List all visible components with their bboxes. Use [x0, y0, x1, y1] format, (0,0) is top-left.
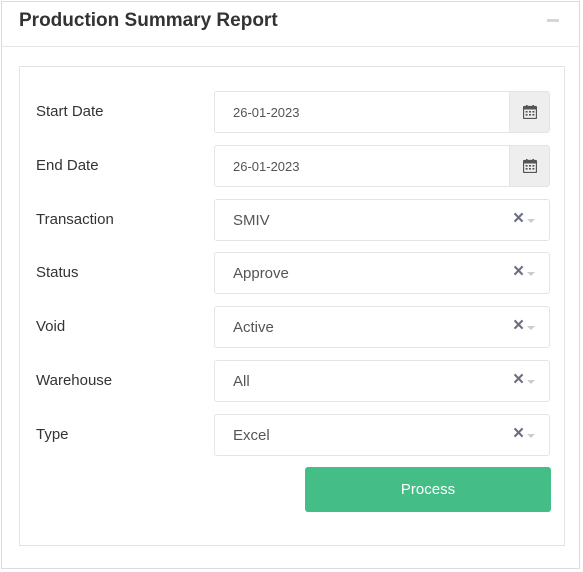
- end-date-calendar-button[interactable]: [509, 146, 549, 186]
- panel-title: Production Summary Report: [19, 10, 278, 31]
- caret-down-icon[interactable]: [527, 434, 535, 438]
- start-date-label: Start Date: [36, 103, 104, 120]
- type-label: Type: [36, 426, 69, 443]
- warehouse-value: All: [233, 373, 250, 390]
- start-date-input[interactable]: [215, 92, 510, 132]
- calendar-icon: [522, 159, 537, 173]
- close-icon[interactable]: ×: [513, 315, 525, 336]
- caret-down-icon[interactable]: [527, 272, 535, 276]
- end-date-row: End Date: [20, 145, 564, 187]
- start-date-group: [214, 91, 550, 133]
- type-row: Type Excel ×: [20, 414, 564, 456]
- close-icon[interactable]: ×: [513, 208, 525, 229]
- caret-down-icon[interactable]: [527, 326, 535, 330]
- void-row: Void Active ×: [20, 306, 564, 348]
- warehouse-row: Warehouse All ×: [20, 360, 564, 402]
- type-value: Excel: [233, 427, 270, 444]
- close-icon[interactable]: ×: [513, 423, 525, 444]
- close-icon[interactable]: ×: [513, 369, 525, 390]
- type-select[interactable]: Excel ×: [214, 414, 550, 456]
- status-value: Approve: [233, 265, 289, 282]
- status-row: Status Approve ×: [20, 252, 564, 294]
- end-date-group: [214, 145, 550, 187]
- void-value: Active: [233, 319, 274, 336]
- calendar-icon: [522, 105, 537, 119]
- caret-down-icon[interactable]: [527, 219, 535, 223]
- minus-icon[interactable]: [547, 19, 559, 22]
- transaction-select[interactable]: SMIV ×: [214, 199, 550, 241]
- report-form: Start Date: [19, 66, 565, 546]
- transaction-value: SMIV: [233, 212, 270, 229]
- end-date-input[interactable]: [215, 146, 510, 186]
- void-select[interactable]: Active ×: [214, 306, 550, 348]
- transaction-label: Transaction: [36, 211, 114, 228]
- void-label: Void: [36, 318, 66, 335]
- caret-down-icon[interactable]: [527, 380, 535, 384]
- status-select[interactable]: Approve ×: [214, 252, 550, 294]
- end-date-label: End Date: [36, 157, 99, 174]
- start-date-calendar-button[interactable]: [509, 92, 549, 132]
- status-label: Status: [36, 264, 79, 281]
- warehouse-label: Warehouse: [36, 372, 113, 389]
- start-date-row: Start Date: [20, 91, 564, 133]
- close-icon[interactable]: ×: [513, 261, 525, 282]
- warehouse-select[interactable]: All ×: [214, 360, 550, 402]
- transaction-row: Transaction SMIV ×: [20, 199, 564, 241]
- panel-header: Production Summary Report: [2, 2, 579, 47]
- process-button[interactable]: Process: [305, 467, 551, 512]
